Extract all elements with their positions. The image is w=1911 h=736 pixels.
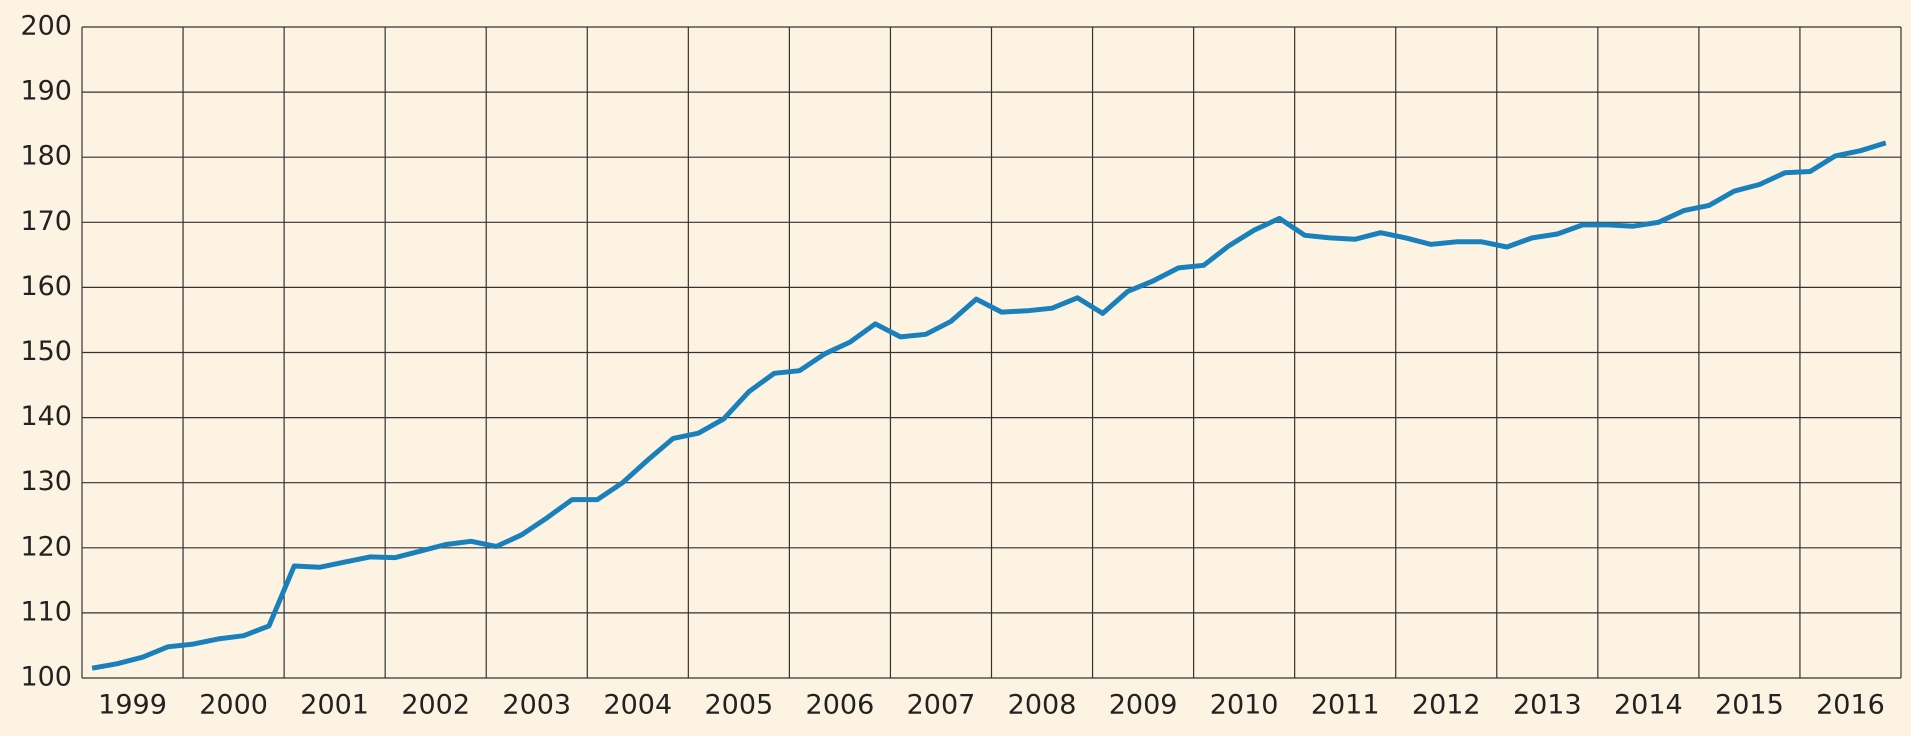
- x-tick-label: 2000: [199, 690, 268, 721]
- x-tick-label: 2009: [1109, 690, 1178, 721]
- y-tick-label: 120: [20, 531, 72, 562]
- x-tick-label: 2015: [1715, 690, 1784, 721]
- y-tick-label: 170: [20, 206, 72, 237]
- x-tick-label: 2001: [300, 690, 369, 721]
- y-tick-label: 130: [20, 466, 72, 497]
- y-tick-label: 180: [20, 141, 72, 172]
- x-tick-label: 2005: [705, 690, 774, 721]
- y-tick-label: 110: [20, 596, 72, 627]
- y-tick-label: 200: [20, 11, 72, 42]
- x-tick-label: 2014: [1614, 690, 1683, 721]
- x-tick-label: 2013: [1513, 690, 1582, 721]
- data-line: [91, 140, 1887, 671]
- x-tick-label: 2008: [1008, 690, 1077, 721]
- x-tick-label: 2004: [603, 690, 672, 721]
- y-tick-label: 150: [20, 336, 72, 367]
- x-tick-label: 2016: [1816, 690, 1885, 721]
- y-tick-label: 100: [20, 662, 72, 693]
- y-tick-label: 190: [20, 76, 72, 107]
- y-tick-label: 160: [20, 271, 72, 302]
- x-tick-label: 2010: [1210, 690, 1279, 721]
- x-tick-label: 1999: [98, 690, 167, 721]
- x-tick-label: 2012: [1412, 690, 1481, 721]
- x-tick-label: 2003: [502, 690, 571, 721]
- x-tick-label: 2007: [907, 690, 976, 721]
- y-tick-label: 140: [20, 401, 72, 432]
- x-tick-label: 2006: [806, 690, 875, 721]
- x-tick-label: 2002: [401, 690, 470, 721]
- x-tick-label: 2011: [1311, 690, 1380, 721]
